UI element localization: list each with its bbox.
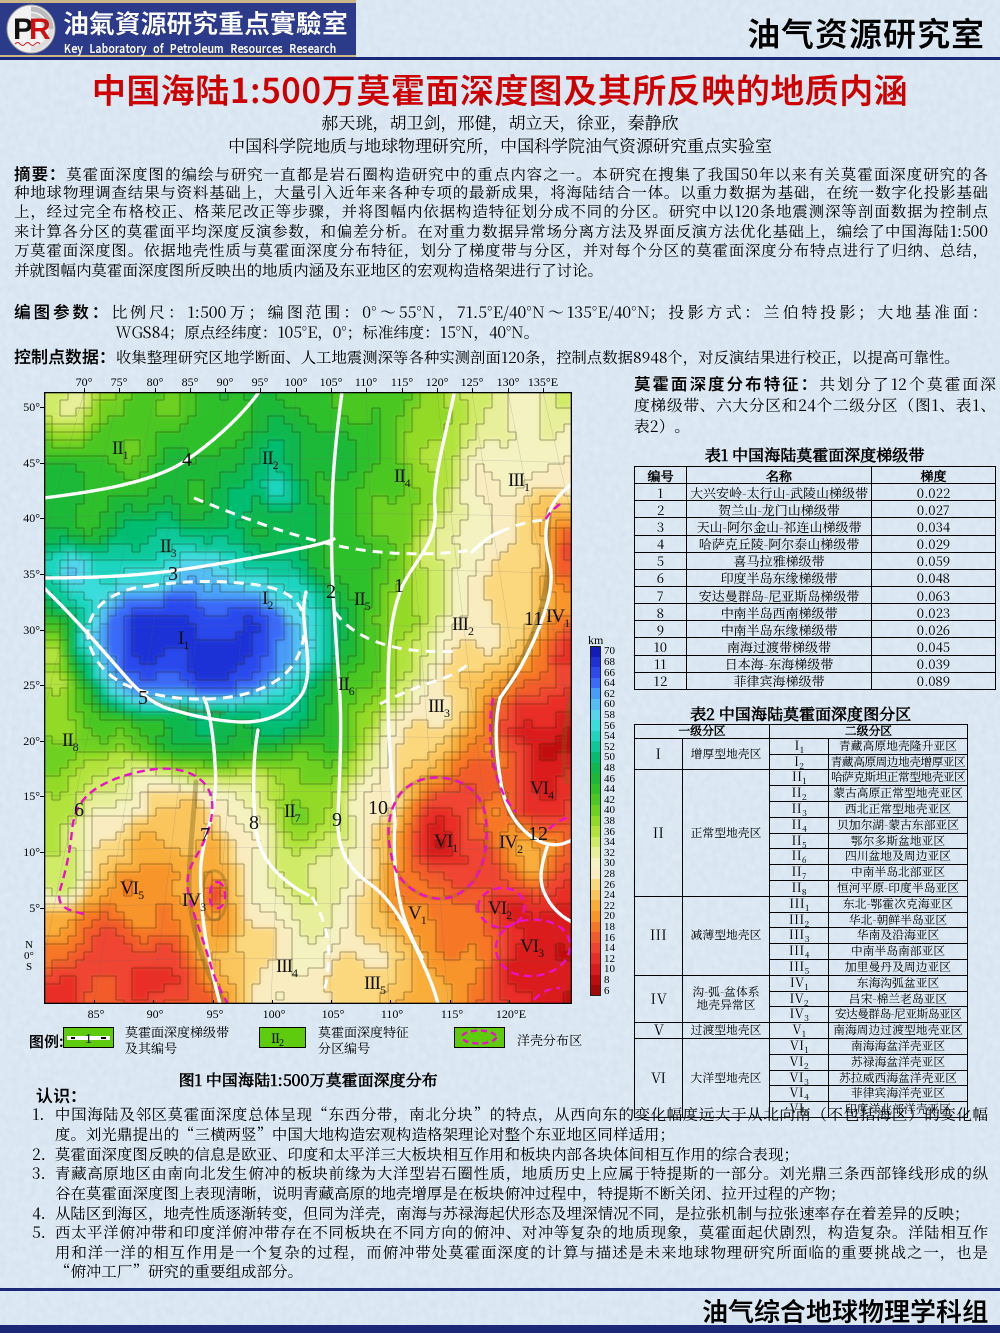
svg-text:2: 2: [326, 581, 336, 603]
svg-text:6: 6: [74, 799, 84, 821]
svg-text:9: 9: [332, 809, 342, 831]
svg-text:1: 1: [394, 575, 404, 597]
svg-text:4: 4: [182, 449, 192, 471]
svg-text:3: 3: [168, 563, 178, 585]
svg-text:8: 8: [249, 812, 259, 834]
svg-text:R: R: [29, 13, 51, 46]
svg-text:1: 1: [85, 1032, 92, 1047]
svg-text:11: 11: [524, 608, 543, 630]
svg-text:7: 7: [200, 824, 210, 846]
svg-text:P: P: [13, 13, 33, 46]
svg-text:II2: II2: [271, 1031, 284, 1048]
svg-text:12: 12: [528, 823, 548, 845]
svg-text:5: 5: [138, 687, 148, 709]
svg-text:10: 10: [368, 797, 388, 819]
